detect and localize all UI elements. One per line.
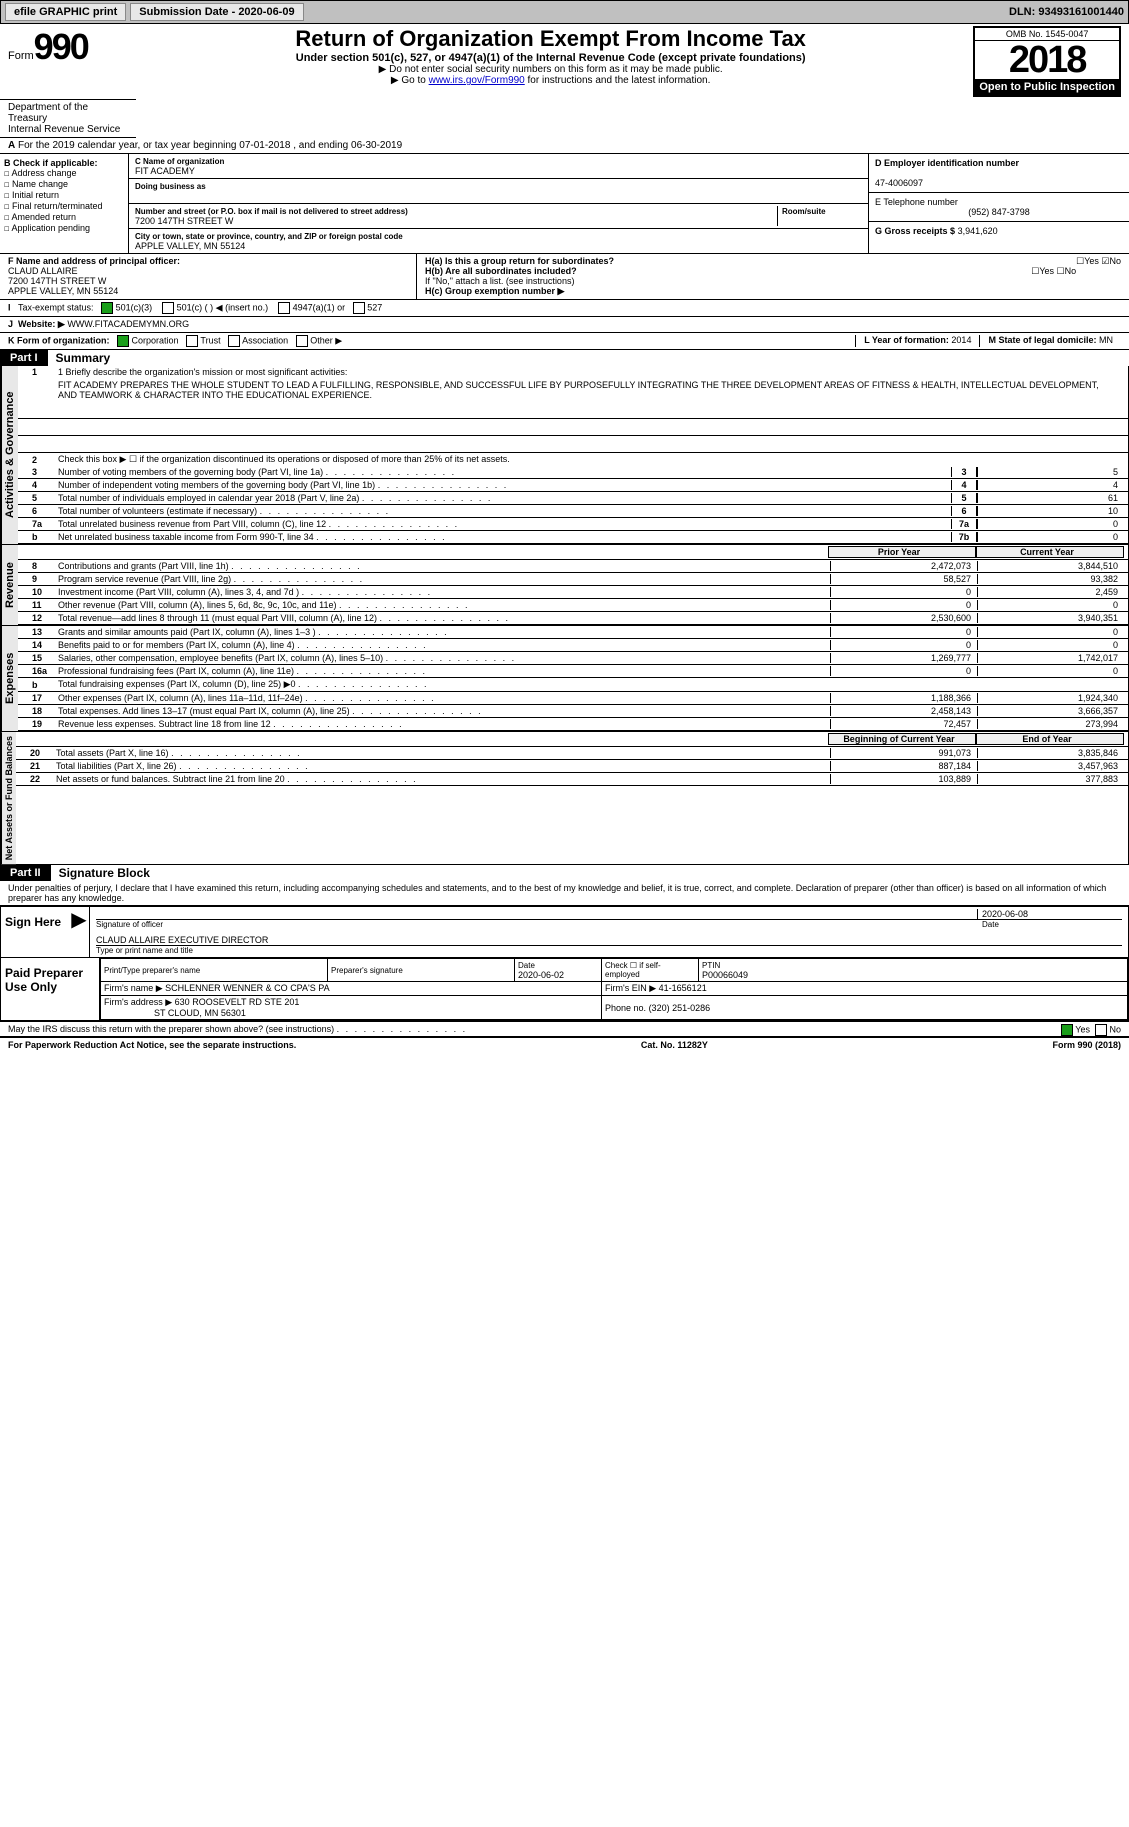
line-16a: 16aProfessional fundraising fees (Part I…: [18, 665, 1128, 678]
main-title: Return of Organization Exempt From Incom…: [128, 26, 973, 52]
line-1: 11 Briefly describe the organization's m…: [18, 366, 1128, 378]
line-13: 13Grants and similar amounts paid (Part …: [18, 626, 1128, 639]
line-3: 3Number of voting members of the governi…: [18, 466, 1128, 479]
form-header: Form 990 Return of Organization Exempt F…: [0, 24, 1129, 99]
gross-receipts-cell: G Gross receipts $ 3,941,620: [869, 222, 1129, 240]
line-8: 8Contributions and grants (Part VIII, li…: [18, 560, 1128, 573]
dba-cell: Doing business as: [129, 179, 868, 204]
line-21: 21Total liabilities (Part X, line 26) 88…: [16, 760, 1128, 773]
revenue-label: Revenue: [1, 545, 18, 625]
line-18: 18Total expenses. Add lines 13–17 (must …: [18, 705, 1128, 718]
line-9: 9Program service revenue (Part VIII, lin…: [18, 573, 1128, 586]
signature-date: 2020-06-08: [977, 909, 1122, 919]
department-label: Department of the Treasury Internal Reve…: [0, 99, 136, 138]
tax-year: 2018: [975, 41, 1119, 79]
instruction-line-2: ▶ Go to www.irs.gov/Form990 for instruct…: [128, 75, 973, 86]
part2-header: Part II Signature Block: [0, 865, 1129, 881]
boc-header: Beginning of Current Year: [828, 733, 976, 745]
form-label: Form: [8, 50, 34, 62]
paid-preparer-label: Paid Preparer Use Only: [1, 958, 99, 1020]
sign-here-label: Sign Here: [1, 907, 69, 957]
line-7a: 7aTotal unrelated business revenue from …: [18, 518, 1128, 531]
officer-signature[interactable]: [96, 909, 977, 919]
line-b: bTotal fundraising expenses (Part IX, co…: [18, 678, 1128, 692]
tax-exempt-row: I Tax-exempt status: 501(c)(3) 501(c) ( …: [0, 300, 1129, 317]
ein-cell: D Employer identification number 47-4006…: [869, 154, 1129, 193]
preparer-table: Print/Type preparer's name Preparer's si…: [100, 958, 1128, 1020]
website-row: J Website: ▶ WWW.FITACADEMYMN.ORG: [0, 317, 1129, 333]
501c3-checkbox[interactable]: [101, 302, 113, 314]
org-name-cell: C Name of organization FIT ACADEMY: [129, 154, 868, 179]
col-b-checkboxes: B Check if applicable: ☐ Address change …: [0, 154, 129, 253]
501c-checkbox[interactable]: [162, 302, 174, 314]
group-return-section: H(a) Is this a group return for subordin…: [417, 254, 1129, 299]
line-b: bNet unrelated business taxable income f…: [18, 531, 1128, 544]
mission-text: FIT ACADEMY PREPARES THE WHOLE STUDENT T…: [18, 378, 1128, 402]
dln-label: DLN: 93493161001440: [1009, 6, 1124, 18]
perjury-statement: Under penalties of perjury, I declare th…: [0, 881, 1129, 906]
corp-checkbox[interactable]: [117, 335, 129, 347]
line-22: 22Net assets or fund balances. Subtract …: [16, 773, 1128, 786]
line-17: 17Other expenses (Part IX, column (A), l…: [18, 692, 1128, 705]
527-checkbox[interactable]: [353, 302, 365, 314]
line-2: 2Check this box ▶ ☐ if the organization …: [18, 453, 1128, 466]
discuss-row: May the IRS discuss this return with the…: [0, 1022, 1129, 1038]
address-cell: Number and street (or P.O. box if mail i…: [129, 204, 868, 229]
year-box: OMB No. 1545-0047 2018 Open to Public In…: [973, 26, 1121, 97]
telephone-cell: E Telephone number (952) 847-3798: [869, 193, 1129, 222]
city-cell: City or town, state or province, country…: [129, 229, 868, 253]
discuss-no-checkbox[interactable]: [1095, 1024, 1107, 1036]
line-10: 10Investment income (Part VIII, column (…: [18, 586, 1128, 599]
prior-year-header: Prior Year: [828, 546, 976, 558]
line-20: 20Total assets (Part X, line 16) 991,073…: [16, 747, 1128, 760]
open-to-public: Open to Public Inspection: [975, 79, 1119, 95]
topbar: efile GRAPHIC print Submission Date - 20…: [0, 0, 1129, 24]
net-assets-label: Net Assets or Fund Balances: [1, 732, 16, 864]
activities-governance-label: Activities & Governance: [1, 366, 18, 544]
principal-officer: F Name and address of principal officer:…: [0, 254, 417, 299]
line-15: 15Salaries, other compensation, employee…: [18, 652, 1128, 665]
footer: For Paperwork Reduction Act Notice, see …: [0, 1038, 1129, 1052]
officer-name-title: CLAUD ALLAIRE EXECUTIVE DIRECTOR: [96, 935, 1122, 946]
line-4: 4Number of independent voting members of…: [18, 479, 1128, 492]
line-12: 12Total revenue—add lines 8 through 11 (…: [18, 612, 1128, 625]
instruction-line-1: ▶ Do not enter social security numbers o…: [128, 64, 973, 75]
line-5: 5Total number of individuals employed in…: [18, 492, 1128, 505]
4947-checkbox[interactable]: [278, 302, 290, 314]
current-year-header: Current Year: [976, 546, 1124, 558]
irs-link[interactable]: www.irs.gov/Form990: [429, 75, 525, 86]
row-a-tax-year: A For the 2019 calendar year, or tax yea…: [0, 138, 1129, 154]
form-org-row: K Form of organization: Corporation Trus…: [0, 333, 1129, 350]
form-number: 990: [34, 26, 88, 68]
line-14: 14Benefits paid to or for members (Part …: [18, 639, 1128, 652]
submission-date-label: Submission Date - 2020-06-09: [130, 3, 303, 21]
line-6: 6Total number of volunteers (estimate if…: [18, 505, 1128, 518]
efile-print-button[interactable]: efile GRAPHIC print: [5, 3, 126, 21]
line-11: 11Other revenue (Part VIII, column (A), …: [18, 599, 1128, 612]
discuss-yes-checkbox[interactable]: [1061, 1024, 1073, 1036]
expenses-label: Expenses: [1, 626, 18, 731]
eoy-header: End of Year: [976, 733, 1124, 745]
part1-header: Part I Summary: [0, 350, 1129, 366]
line-19: 19Revenue less expenses. Subtract line 1…: [18, 718, 1128, 731]
subtitle: Under section 501(c), 527, or 4947(a)(1)…: [128, 52, 973, 64]
